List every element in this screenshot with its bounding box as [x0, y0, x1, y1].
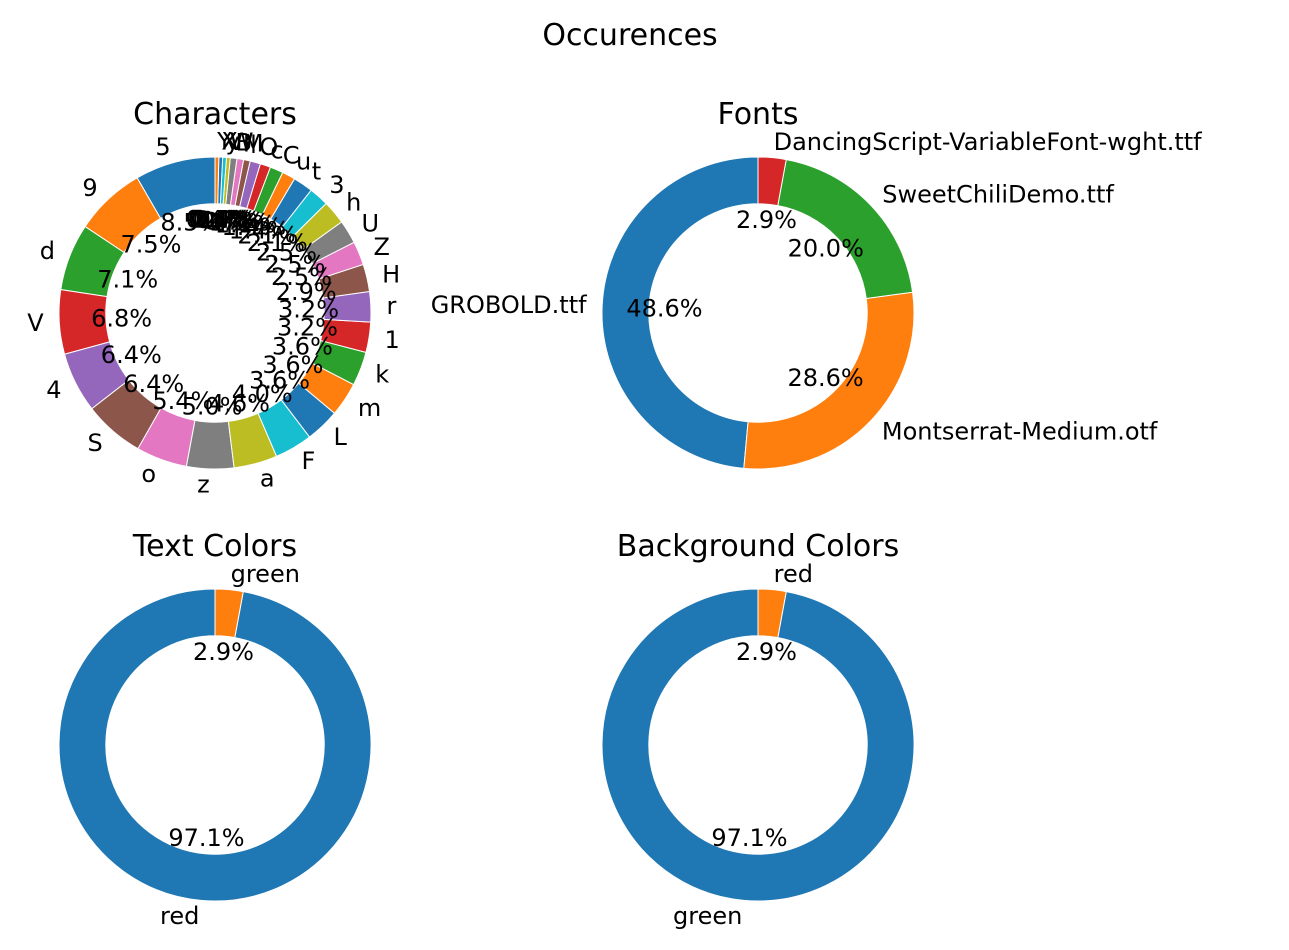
- slice-label-r: r: [386, 292, 396, 320]
- slice-percent-b: 0.7%: [196, 206, 257, 234]
- slice-percent-m: 3.6%: [262, 351, 323, 379]
- slice-label-b: B: [236, 129, 252, 157]
- chart-title-text-colors: Text Colors: [132, 529, 297, 564]
- slice-percent-red: 97.1%: [168, 824, 244, 852]
- slice-label-o: o: [141, 460, 156, 488]
- slice-label-z: z: [197, 471, 210, 499]
- slice-label-u: U: [362, 210, 380, 238]
- pie-slice-dancingscript-variablefont-wght-ttf: [757, 156, 787, 207]
- slice-percent-3: 2.1%: [247, 229, 308, 257]
- slice-percent-montserrat-medium-otf: 28.6%: [787, 364, 863, 392]
- slice-percent-z: 2.5%: [271, 263, 332, 291]
- slice-percent-u: 1.4%: [229, 216, 290, 244]
- pie-slice-red: [58, 588, 372, 902]
- slice-label-l: l: [250, 131, 257, 159]
- slice-percent-w: 0.4%: [193, 206, 254, 234]
- slice-percent-green: 97.1%: [711, 824, 787, 852]
- slice-label-l: L: [334, 423, 348, 451]
- slice-label-c: c: [270, 137, 283, 165]
- slice-percent-a: 4.6%: [209, 389, 270, 417]
- slice-label-h: H: [382, 260, 400, 288]
- slice-percent-y: 0.4%: [190, 206, 251, 234]
- slice-label-f: F: [302, 447, 316, 475]
- slice-label-green: green: [231, 560, 300, 588]
- slice-label-dancingscript-variablefont-wght-ttf: DancingScript-VariableFont-wght.ttf: [774, 128, 1203, 156]
- slice-label-3: 3: [329, 171, 344, 199]
- chart-text-colors: Text Colors red 97.1% green 2.9%: [58, 529, 372, 930]
- slice-label-v: V: [27, 309, 44, 337]
- pie-slice-green: [601, 588, 915, 902]
- chart-title-background-colors: Background Colors: [617, 529, 899, 564]
- chart-characters: Characters 5 8.5% 9 7.5% d 7.1% V 6.8% 4 6.4% S 6.4…: [27, 97, 400, 499]
- slice-percent-d: 7.1%: [97, 265, 158, 293]
- slice-percent-c: 1.1%: [215, 210, 276, 238]
- slice-percent-r: 3.2%: [278, 295, 339, 323]
- slice-label-m: m: [358, 394, 381, 422]
- slice-label-o: O: [259, 133, 278, 161]
- slice-label-s: S: [88, 429, 103, 457]
- chart-background-colors: Background Colors green 97.1% red 2.9%: [601, 529, 915, 930]
- pie-slice-y: [214, 156, 220, 205]
- slice-label-h: h: [346, 188, 361, 216]
- slice-percent-dancingscript-variablefont-wght-ttf: 2.9%: [736, 206, 797, 234]
- slice-label-4: 4: [46, 376, 61, 404]
- slice-percent-z: 5.0%: [182, 393, 243, 421]
- slice-label-k: k: [375, 360, 389, 388]
- slice-label-a: a: [260, 465, 275, 493]
- slice-percent-1: 3.2%: [277, 314, 338, 342]
- slice-percent-s: 6.4%: [123, 370, 184, 398]
- slice-percent-k: 3.6%: [272, 332, 333, 360]
- pie-slice-green: [214, 588, 244, 639]
- slice-label-red: red: [774, 560, 813, 588]
- slice-label-montserrat-medium-otf: Montserrat-Medium.otf: [882, 418, 1158, 446]
- pie-slice-grobold-ttf: [601, 156, 759, 469]
- chart-title-characters: Characters: [133, 97, 297, 132]
- figure-title: Occurences: [542, 18, 717, 53]
- chart-fonts: Fonts GROBOLD.ttf 48.6% Montserrat-Medium.…: [431, 97, 1203, 470]
- slice-label-m: M: [243, 130, 264, 158]
- slice-percent-l: 3.6%: [249, 367, 310, 395]
- slice-percent-5: 8.5%: [160, 209, 221, 237]
- slice-percent-green: 2.9%: [193, 638, 254, 666]
- slice-percent-h: 2.5%: [256, 239, 317, 267]
- pie-slice-red: [757, 588, 787, 639]
- slice-percent-x: 0.4%: [188, 205, 249, 233]
- slice-percent-h: 2.9%: [276, 278, 337, 306]
- slice-label-d: d: [40, 237, 55, 265]
- slice-percent-4: 6.4%: [101, 341, 162, 369]
- slice-label-z: Z: [373, 233, 389, 261]
- slice-percent-u: 2.5%: [264, 250, 325, 278]
- slice-percent-t: 2.1%: [237, 222, 298, 250]
- slice-label-w: W: [230, 128, 254, 156]
- slice-label-red: red: [160, 902, 199, 930]
- chart-title-fonts: Fonts: [718, 97, 799, 132]
- slice-percent-o: 5.4%: [152, 387, 213, 415]
- slice-percent-l: 0.7%: [204, 207, 265, 235]
- slice-label-c: C: [283, 141, 300, 169]
- slice-label-5: 5: [155, 133, 170, 161]
- slice-percent-red: 2.9%: [736, 638, 797, 666]
- slice-percent-y: 0.4%: [186, 205, 247, 233]
- slice-percent-sweetchilidemo-ttf: 20.0%: [788, 234, 864, 262]
- slice-label-green: green: [673, 902, 742, 930]
- slice-label-t: t: [312, 157, 321, 185]
- slice-percent-v: 6.8%: [91, 304, 152, 332]
- slice-label-x: X: [221, 128, 237, 156]
- slice-percent-grobold-ttf: 48.6%: [626, 295, 702, 323]
- slice-percent-c: 1.4%: [221, 213, 282, 241]
- slice-label-y: y: [226, 128, 240, 156]
- slice-label-sweetchilidemo-ttf: SweetChiliDemo.ttf: [882, 181, 1114, 209]
- slice-percent-f: 4.0%: [232, 380, 293, 408]
- pie-slice-z: [185, 419, 235, 470]
- slice-label-y: Y: [216, 127, 232, 155]
- slice-percent-m: 0.7%: [200, 207, 261, 235]
- slice-label-1: 1: [384, 326, 399, 354]
- slice-percent-9: 7.5%: [120, 231, 181, 259]
- slice-label-grobold-ttf: GROBOLD.ttf: [431, 291, 587, 319]
- slice-percent-o: 1.1%: [209, 209, 270, 237]
- slice-label-u: u: [296, 148, 311, 176]
- slice-label-9: 9: [82, 174, 97, 202]
